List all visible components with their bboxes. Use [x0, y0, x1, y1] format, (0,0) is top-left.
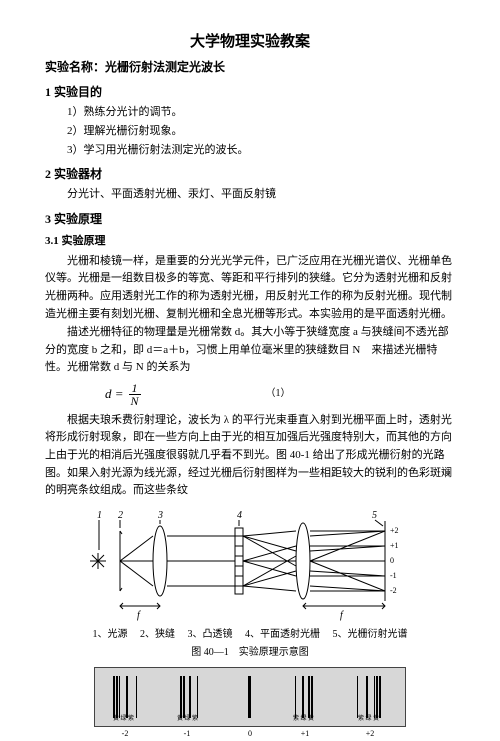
spectrum-diagram: 黄 绿 紫 黄 绿 紫 紫 绿 黄 紫 绿 黄 -2 -1 0 +1 +2 — [94, 667, 406, 727]
svg-text:f: f — [340, 610, 344, 621]
exp-name-value: 光栅衍射法测定光波长 — [105, 60, 225, 74]
section-3-heading: 3 实验原理 — [45, 210, 455, 229]
exp-name-label: 实验名称： — [45, 60, 105, 74]
s3-p3: 根据夫琅禾费衍射理论，波长为 λ 的平行光束垂直入射到光栅平面上时，透射光将形成… — [45, 412, 455, 500]
s1-item-3: 3）学习用光栅衍射法测定光的波长。 — [45, 142, 455, 160]
svg-text:5: 5 — [372, 510, 377, 521]
s3-p2: 描述光栅特征的物理量是光栅常数 d。其大小等于狭缝宽度 a 与狭缝间不透光部分的… — [45, 324, 455, 377]
svg-text:4: 4 — [237, 510, 242, 521]
svg-text:-1: -1 — [390, 571, 397, 580]
diagram-labels: 1、光源 2、狭缝 3、凸透镜 4、平面透射光栅 5、光栅衍射光谱 — [45, 627, 455, 643]
experiment-name: 实验名称：光栅衍射法测定光波长 — [45, 58, 455, 77]
section-1-heading: 1 实验目的 — [45, 83, 455, 102]
svg-text:+2: +2 — [390, 526, 399, 535]
optical-diagram: 1 2 3 4 5 f f +2 +1 0 -1 -2 — [85, 506, 415, 621]
s3-p1: 光栅和棱镜一样，是重要的分光光学元件，已广泛应用在光栅光谱仪、光栅单色仪等。光栅… — [45, 253, 455, 323]
s2-body: 分光计、平面透射光栅、汞灯、平面反射镜 — [45, 186, 455, 204]
formula-d: d = 1N （1） — [105, 382, 455, 407]
svg-text:-2: -2 — [390, 586, 397, 595]
section-2-heading: 2 实验器材 — [45, 165, 455, 184]
eq-number: （1） — [266, 386, 291, 402]
figure-caption: 图 40—1 实验原理示意图 — [45, 645, 455, 661]
svg-text:2: 2 — [118, 510, 123, 521]
s1-item-2: 2）理解光栅衍射现象。 — [45, 123, 455, 141]
svg-text:+1: +1 — [390, 541, 399, 550]
svg-text:3: 3 — [157, 510, 163, 521]
section-3-1-heading: 3.1 实验原理 — [45, 233, 455, 251]
svg-text:0: 0 — [390, 556, 394, 565]
s1-item-1: 1）熟练分光计的调节。 — [45, 104, 455, 122]
page-title: 大学物理实验教案 — [45, 30, 455, 54]
svg-text:f: f — [137, 610, 141, 621]
svg-text:1: 1 — [97, 510, 102, 521]
